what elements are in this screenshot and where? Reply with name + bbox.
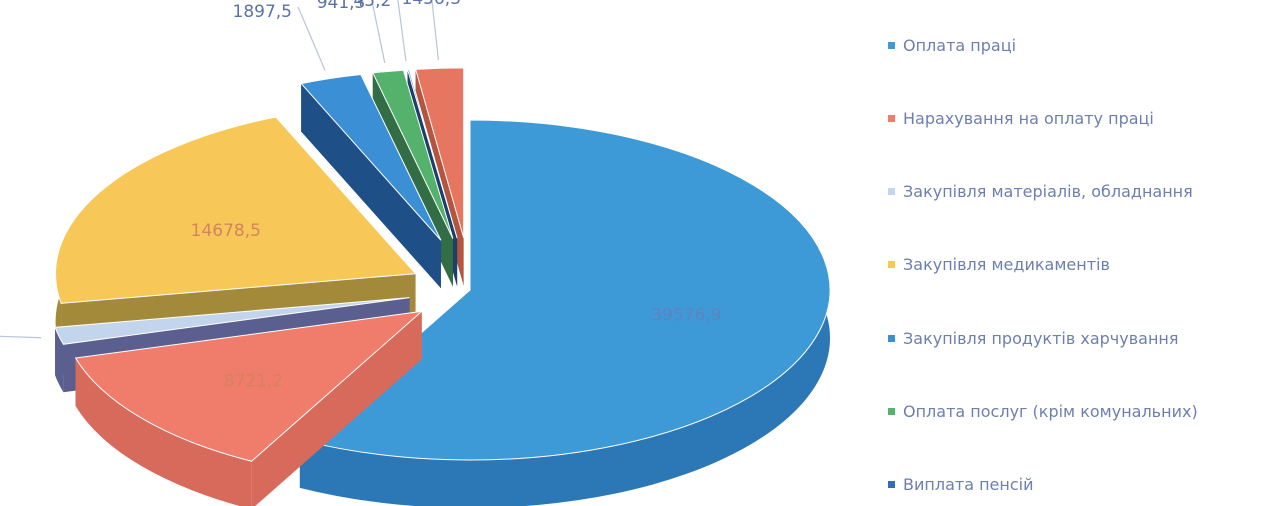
slice-side [75, 358, 252, 506]
slice-top [54, 297, 410, 345]
legend-item-2: Нарахування на оплату праці [888, 103, 1260, 133]
legend-swatch [888, 408, 895, 416]
data-label: 39576,9 [651, 306, 721, 326]
legend-label: Закупівля матеріалів, обладнання [903, 182, 1193, 202]
legend-swatch [888, 188, 895, 196]
pie-plot-area: 39576,98721,21115,514678,51897,5941,345,… [0, 0, 831, 506]
pie-slice [300, 73, 442, 289]
slice-top [300, 73, 442, 241]
leader-line [0, 335, 42, 339]
legend-label: Закупівля продуктів харчування [903, 328, 1179, 348]
legend-item-6: Оплата послуг (крім комунальних) [888, 397, 1260, 427]
legend-label: Оплата послуг (крім комунальних) [903, 402, 1198, 422]
slice-top [415, 67, 465, 239]
leader-line [431, 0, 439, 60]
legend-item-7: Виплата пенсій [888, 470, 1260, 500]
data-label: 8721,2 [224, 371, 283, 391]
slices-layer [54, 67, 831, 506]
data-label: 1897,5 [233, 2, 292, 22]
data-label: 1456,3 [401, 0, 460, 9]
slice-top [407, 69, 458, 239]
slice-side [299, 120, 830, 506]
legend-swatch [888, 481, 895, 489]
legend-item-5: Закупівля продуктів харчування [888, 323, 1260, 353]
legend-swatch [888, 114, 895, 122]
data-labels: 39576,98721,21115,514678,51897,5941,345,… [191, 0, 722, 391]
slice-top [298, 119, 831, 461]
leader-line [371, 0, 386, 64]
leader-line [297, 6, 326, 71]
legend-label: Оплата праці [903, 35, 1017, 55]
leader-lines [0, 0, 439, 339]
slice-top [74, 310, 424, 462]
slice-top [55, 116, 417, 304]
legend-swatch [888, 41, 895, 49]
legend-label: Нарахування на оплату праці [903, 108, 1154, 128]
legend: Оплата праці Нарахування на оплату праці… [888, 30, 1260, 500]
legend-item-3: Закупівля матеріалів, обладнання [888, 177, 1260, 207]
legend-item-4: Закупівля медикаментів [888, 250, 1260, 280]
legend-swatch [888, 261, 895, 269]
slice-edge [301, 83, 441, 289]
pie-slice [74, 310, 424, 506]
data-label: 45,2 [353, 0, 391, 11]
legend-item-1: Оплата праці [888, 30, 1260, 60]
data-label: 14678,5 [191, 221, 261, 241]
leader-line [397, 0, 407, 62]
legend-label: Виплата пенсій [903, 475, 1034, 495]
data-label: 941,3 [317, 0, 366, 13]
legend-label: Закупівля медикаментів [903, 255, 1110, 275]
legend-swatch [888, 334, 895, 342]
slice-top [372, 69, 454, 239]
